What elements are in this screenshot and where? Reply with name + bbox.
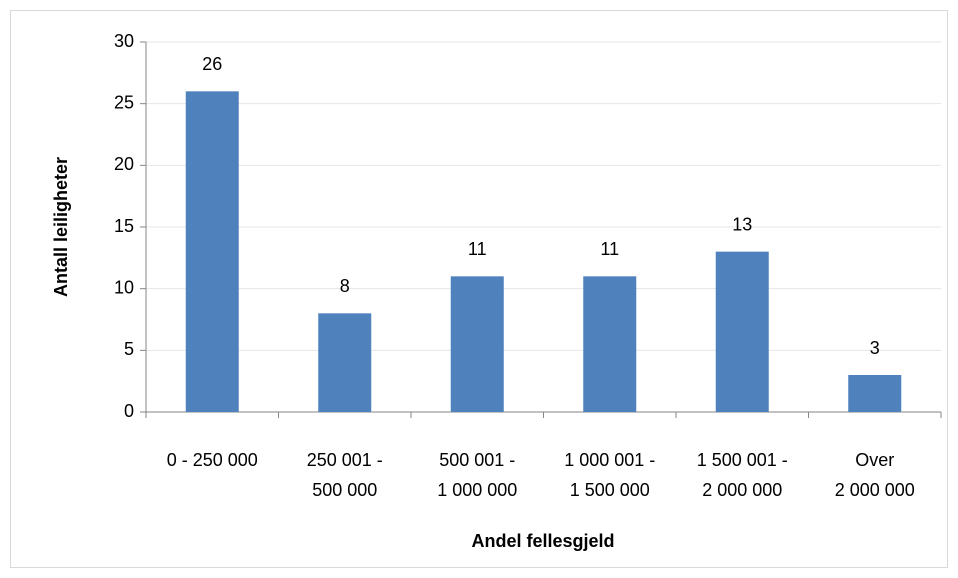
bar — [318, 313, 372, 412]
x-tick-label: 0 - 250 000 — [166, 450, 258, 470]
data-label: 8 — [340, 276, 350, 296]
data-label: 26 — [202, 54, 222, 74]
bar — [450, 276, 504, 412]
x-tick-label: 1 500 001 - 2 000 000 — [696, 450, 788, 500]
bar — [185, 91, 239, 412]
x-tick-label: 500 001 - 1 000 000 — [437, 450, 518, 500]
data-label: 3 — [870, 338, 880, 358]
bar — [848, 375, 902, 412]
data-label: 11 — [600, 239, 619, 259]
x-tick-label: Over 2 000 000 — [834, 450, 915, 500]
data-label: 11 — [468, 239, 487, 259]
y-tick-label: 20 — [114, 154, 134, 174]
data-label: 13 — [732, 214, 752, 234]
y-tick-label: 30 — [114, 31, 134, 51]
y-tick-label: 15 — [114, 216, 134, 236]
y-tick-label: 5 — [124, 339, 134, 359]
x-axis-title: Andel fellesgjeld — [471, 531, 614, 551]
y-axis-title: Antall leiligheter — [51, 157, 71, 297]
y-tick-label: 0 — [124, 401, 134, 421]
bar — [583, 276, 637, 412]
bar — [715, 251, 769, 412]
x-tick-label: 250 001 - 500 000 — [306, 450, 383, 500]
x-tick-label: 1 000 001 - 1 500 000 — [564, 450, 656, 500]
y-tick-label: 25 — [114, 92, 134, 112]
y-tick-label: 10 — [114, 277, 134, 297]
